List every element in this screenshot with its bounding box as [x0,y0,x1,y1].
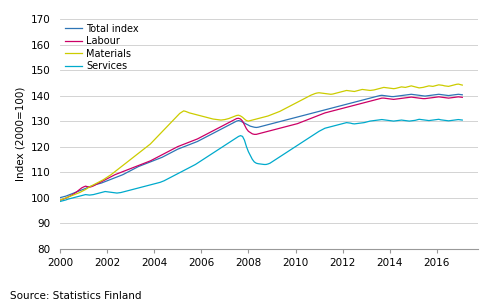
Materials [122,162,128,166]
Labour [57,199,63,202]
Services [63,198,69,202]
Line: Labour: Labour [60,97,462,200]
Services [122,190,128,193]
Materials [212,117,218,121]
Labour [171,147,177,150]
Services [430,118,436,122]
Services [212,150,218,154]
Line: Total index: Total index [60,94,462,198]
Labour [436,95,442,99]
Materials [98,179,104,183]
Total index [98,181,104,185]
Materials [57,199,63,202]
Services [57,200,63,203]
Total index [430,93,436,97]
Line: Materials: Materials [60,84,462,200]
Total index [212,130,218,134]
Labour [212,128,218,132]
Y-axis label: Index (2000=100): Index (2000=100) [15,87,25,181]
Services [171,174,177,178]
Labour [63,196,69,200]
Services [98,191,104,194]
Total index [122,172,128,175]
Services [416,117,422,121]
Labour [122,169,128,173]
Labour [459,95,465,99]
Labour [98,180,104,184]
Materials [428,84,434,88]
Materials [459,83,465,87]
Services [459,118,465,122]
Total index [63,194,69,198]
Line: Services: Services [60,119,462,202]
Total index [459,93,465,97]
Total index [57,196,63,199]
Labour [428,96,434,100]
Materials [456,82,461,86]
Materials [63,196,69,200]
Legend: Total index, Labour, Materials, Services: Total index, Labour, Materials, Services [63,22,141,73]
Total index [408,92,414,96]
Text: Source: Statistics Finland: Source: Statistics Finland [10,291,141,301]
Materials [171,118,177,121]
Total index [171,149,177,153]
